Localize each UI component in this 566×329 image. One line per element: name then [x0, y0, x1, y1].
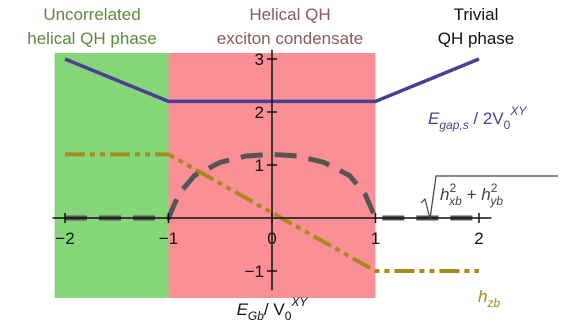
- phase-label-2-line1: Helical QH: [249, 5, 330, 24]
- x-tick-label-2: −1: [159, 229, 178, 248]
- x-tick-label-4: 1: [371, 229, 380, 248]
- sqrt-sign-icon: [420, 175, 558, 220]
- phase-label-3-line2: QH phase: [438, 29, 515, 48]
- series-label-hzb: hzb: [478, 287, 500, 310]
- y-tick-label-4: 3: [255, 50, 264, 69]
- y-tick-label-2: 1: [255, 156, 264, 175]
- phase-label-2-line2: exciton condensate: [217, 29, 364, 48]
- series-label-gap: Egap,s / 2V0XY: [428, 104, 527, 132]
- phase-band-1: [54, 53, 169, 298]
- phase-label-1-line1: Uncorrelated: [43, 5, 140, 24]
- series-line-2: [65, 152, 479, 273]
- series-label-hxy: h2 xb + h2 yb: [420, 175, 558, 220]
- x-tick-label-1: −2: [55, 229, 74, 248]
- x-tick-label-3: 0: [267, 229, 276, 248]
- series-line-3: [65, 151, 479, 221]
- x-axis-label: EGb/ V0XY: [237, 295, 309, 323]
- phase-label-1-line2: helical QH phase: [27, 29, 156, 48]
- phase-label-3-line1: Trivial: [454, 5, 499, 24]
- y-tick-label-1: −1: [245, 262, 264, 281]
- series-label-hxy-text: h2 xb + h2 yb: [440, 181, 503, 208]
- x-tick-label-5: 2: [474, 229, 483, 248]
- y-tick-label-3: 2: [255, 103, 264, 122]
